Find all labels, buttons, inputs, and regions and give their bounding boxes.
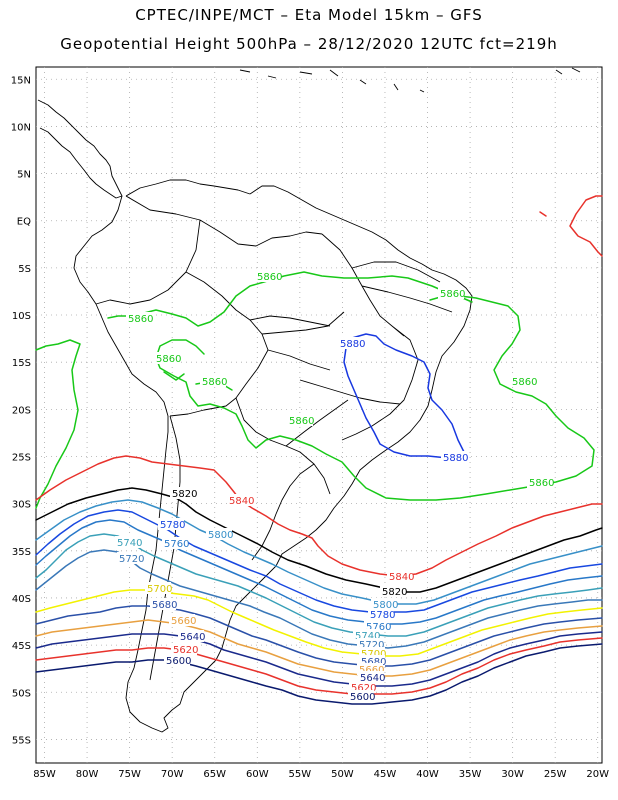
label-5700: 5700 <box>361 649 386 660</box>
caribbean-coast <box>125 179 251 197</box>
label-5860: 5860 <box>289 416 314 427</box>
lon-tick-label: 20W <box>586 769 609 780</box>
contour-5740 <box>35 533 603 637</box>
label-5840: 5840 <box>389 572 414 583</box>
lat-tick-label: 15N <box>11 75 31 86</box>
label-5860: 5860 <box>257 272 282 283</box>
label-5760: 5760 <box>164 539 189 550</box>
label-5840: 5840 <box>229 496 254 507</box>
lat-tick-label: EQ <box>17 217 31 228</box>
lat-tick-label: 10N <box>11 122 31 133</box>
contour-5780 <box>35 509 603 613</box>
label-5860: 5860 <box>128 314 153 325</box>
lat-tick-label: 25S <box>12 452 31 463</box>
coastline-borders <box>37 67 581 733</box>
map-title: CPTEC/INPE/MCT – Eta Model 15km – GFS <box>135 6 483 24</box>
lat-tick-label: 15S <box>12 358 31 369</box>
label-5700: 5700 <box>147 584 172 595</box>
contour-5800 <box>35 499 603 605</box>
lat-tick-label: 45S <box>12 641 31 652</box>
axis-tick-labels: 15N 10N 5N EQ 5S 10S 15S 20S 25S 30S 35S 40S 45S 50S 5… <box>11 75 609 780</box>
lat-tick-label: 20S <box>12 405 31 416</box>
contour-5600 <box>35 643 603 705</box>
lon-tick-label: 80W <box>76 769 99 780</box>
label-5860: 5860 <box>202 377 227 388</box>
label-5740: 5740 <box>355 631 380 642</box>
contour-5720 <box>35 549 603 649</box>
label-5800: 5800 <box>208 530 233 541</box>
lat-tick-label: 5N <box>17 170 31 181</box>
contour-5620 <box>35 637 603 695</box>
lon-tick-label: 65W <box>203 769 226 780</box>
label-5860: 5860 <box>156 354 181 365</box>
contour-5760 <box>35 519 603 625</box>
contour-labels: 5860 5860 5860 5860 5860 5860 5860 5860 … <box>115 270 554 703</box>
height-contours <box>35 195 603 705</box>
label-5640: 5640 <box>180 632 205 643</box>
contour-5840 <box>539 195 603 257</box>
label-5620: 5620 <box>351 683 376 694</box>
label-5880: 5880 <box>443 453 468 464</box>
label-5860: 5860 <box>529 478 554 489</box>
contour-5840 <box>35 455 603 577</box>
label-5620: 5620 <box>173 645 198 656</box>
label-5660: 5660 <box>359 665 384 676</box>
label-5860: 5860 <box>440 289 465 300</box>
central-america-coast <box>37 99 123 199</box>
lon-tick-label: 70W <box>161 769 184 780</box>
contour-5660 <box>35 619 603 677</box>
label-5740: 5740 <box>117 538 142 549</box>
label-5800: 5800 <box>373 600 398 611</box>
label-5720: 5720 <box>119 554 144 565</box>
map-subtitle: Geopotential Height 500hPa – 28/12/2020 … <box>60 35 558 53</box>
lon-tick-label: 30W <box>501 769 524 780</box>
contour-5680 <box>35 605 603 667</box>
label-5820: 5820 <box>172 489 197 500</box>
contour-5700 <box>35 589 603 657</box>
label-5760: 5760 <box>366 622 391 633</box>
contour-5820 <box>35 487 603 593</box>
lon-tick-label: 60W <box>246 769 269 780</box>
label-5680: 5680 <box>152 600 177 611</box>
label-5860: 5860 <box>512 377 537 388</box>
label-5600: 5600 <box>166 656 191 667</box>
label-5600: 5600 <box>350 692 375 703</box>
contour-5860 <box>35 339 81 509</box>
lon-tick-label: 75W <box>118 769 141 780</box>
lon-tick-label: 40W <box>416 769 439 780</box>
label-5680: 5680 <box>361 657 386 668</box>
lon-tick-label: 85W <box>33 769 56 780</box>
contour-5860 <box>163 371 185 381</box>
contour-5640 <box>35 631 603 687</box>
lon-tick-label: 25W <box>544 769 567 780</box>
lat-tick-label: 50S <box>12 688 31 699</box>
lat-tick-label: 5S <box>18 264 31 275</box>
lat-tick-label: 10S <box>12 311 31 322</box>
label-5880: 5880 <box>340 339 365 350</box>
label-5640: 5640 <box>360 673 385 684</box>
lon-tick-label: 35W <box>459 769 482 780</box>
lat-tick-label: 40S <box>12 594 31 605</box>
label-5720: 5720 <box>359 640 384 651</box>
lon-tick-label: 50W <box>331 769 354 780</box>
label-5660: 5660 <box>171 616 196 627</box>
caribbean-islands <box>239 67 581 93</box>
lat-tick-label: 35S <box>12 547 31 558</box>
brazil-state-borders <box>249 233 453 447</box>
label-5820: 5820 <box>382 587 407 598</box>
lat-tick-label: 55S <box>12 735 31 746</box>
lat-tick-label: 30S <box>12 500 31 511</box>
south-america-coast <box>73 185 473 733</box>
lon-tick-label: 45W <box>374 769 397 780</box>
map-frame <box>35 66 603 764</box>
label-5780: 5780 <box>370 610 395 621</box>
label-5780: 5780 <box>160 520 185 531</box>
lon-tick-label: 55W <box>289 769 312 780</box>
